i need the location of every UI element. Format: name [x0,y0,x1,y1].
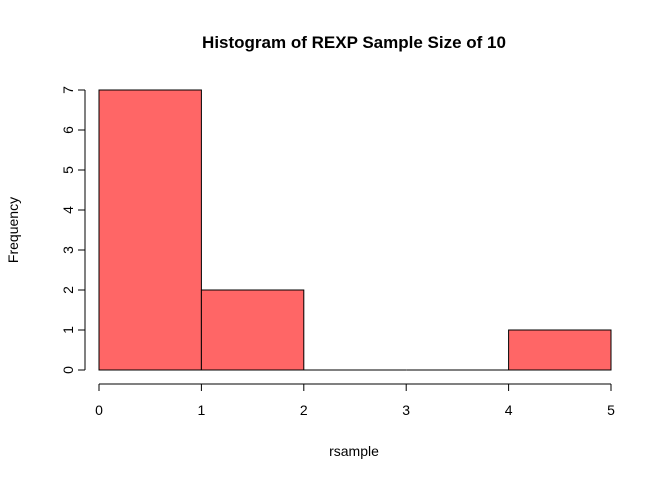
histogram-bar-0 [98,89,202,371]
y-tick-label: 6 [60,126,76,134]
y-tick-label: 2 [60,286,76,294]
y-tick-label: 1 [60,326,76,334]
x-tick-label: 2 [300,402,308,418]
y-axis-label: Frequency [5,197,21,263]
x-axis-label: rsample [329,443,379,459]
x-tick-label: 5 [607,402,615,418]
x-tick-label: 1 [198,402,206,418]
y-axis: 0 1 2 3 4 5 6 7 [60,86,86,374]
x-tick-label: 4 [505,402,513,418]
bars-group [98,89,612,371]
y-tick-label: 7 [60,86,76,94]
x-tick-label: 3 [402,402,410,418]
y-tick-label: 0 [60,366,76,374]
x-tick-label: 0 [95,402,103,418]
y-tick-label: 3 [60,246,76,254]
y-tick-label: 4 [60,206,76,214]
y-tick-label: 5 [60,166,76,174]
x-axis: 0 1 2 3 4 5 [95,383,615,418]
histogram-bar-4 [508,329,612,371]
histogram-bar-1 [200,289,305,371]
chart-title: Histogram of REXP Sample Size of 10 [202,33,506,52]
